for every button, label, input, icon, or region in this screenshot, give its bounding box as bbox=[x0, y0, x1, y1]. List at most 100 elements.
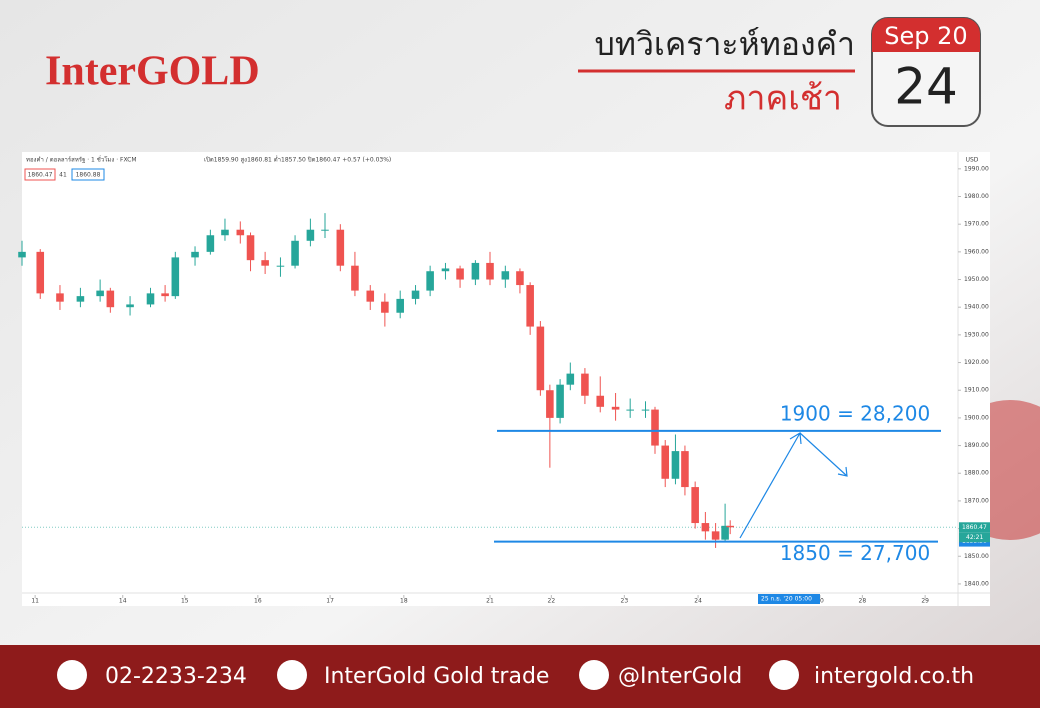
bid-box bbox=[24, 168, 56, 181]
y-tick-label: 1920.00 bbox=[964, 359, 989, 366]
price-label-box bbox=[959, 522, 990, 533]
level-annotation: 1850 = 27,700 bbox=[780, 541, 930, 565]
candle-body bbox=[246, 235, 255, 261]
candle-body bbox=[336, 229, 345, 266]
footer-bar bbox=[0, 645, 1040, 708]
calendar-top bbox=[872, 18, 980, 52]
x-tick-label: 22 bbox=[548, 598, 556, 605]
candle-body bbox=[261, 260, 269, 266]
level-annotation: 1900 = 28,200 bbox=[780, 401, 930, 425]
candle-body bbox=[456, 268, 464, 280]
candle-body bbox=[681, 451, 689, 488]
candle-body bbox=[146, 293, 155, 305]
candle-body bbox=[626, 409, 634, 411]
x-tick-label: 29 bbox=[921, 598, 929, 605]
y-tick-label: 1910.00 bbox=[964, 387, 989, 394]
candle-body bbox=[426, 271, 434, 291]
candle-body bbox=[691, 487, 699, 524]
web-icon bbox=[769, 660, 799, 690]
y-tick-label: 1890.00 bbox=[964, 442, 989, 449]
candle-body bbox=[701, 523, 710, 532]
y-tick-label: 1990.00 bbox=[964, 165, 989, 172]
candle-body bbox=[536, 326, 545, 391]
candle-body bbox=[381, 301, 389, 313]
candle-body bbox=[396, 298, 404, 313]
candle-body bbox=[711, 531, 720, 540]
candle-body bbox=[221, 229, 229, 236]
phone-icon bbox=[57, 660, 87, 690]
x-tick-label: 16 bbox=[254, 598, 262, 605]
plot: 1840.001850.001860.001870.001880.001890.… bbox=[18, 165, 990, 605]
calendar-month: Sep 20 bbox=[884, 22, 967, 50]
candle-body bbox=[641, 409, 650, 411]
candle-body bbox=[291, 240, 299, 266]
forecast-arrow bbox=[739, 431, 848, 539]
candle-body bbox=[486, 262, 494, 280]
candle-body bbox=[546, 390, 554, 418]
spread: 41 bbox=[59, 172, 67, 179]
candle-body bbox=[351, 265, 359, 291]
candle-body bbox=[501, 271, 510, 280]
candle-body bbox=[106, 290, 115, 308]
candle-body bbox=[191, 251, 199, 258]
line-id: @InterGold bbox=[618, 664, 742, 689]
y-tick-label: 1880.00 bbox=[964, 470, 989, 477]
phone: 02-2233-234 bbox=[105, 664, 247, 689]
x-tick-label: 00 bbox=[816, 598, 824, 605]
x-tick-label: 21 bbox=[486, 598, 494, 605]
x-tick-label: 11 bbox=[31, 598, 39, 605]
brand: InterGOLD bbox=[45, 49, 260, 95]
candle-body bbox=[366, 290, 375, 302]
x-tick-label: 24 bbox=[694, 598, 702, 605]
y-tick-label: 1840.00 bbox=[964, 580, 989, 587]
ask: 1860.88 bbox=[76, 172, 101, 179]
y-tick-label: 1940.00 bbox=[964, 304, 989, 311]
candle-body bbox=[126, 304, 134, 308]
y-tick-label: 1980.00 bbox=[964, 193, 989, 200]
x-tick-label: 28 bbox=[859, 598, 867, 605]
candle-body bbox=[516, 271, 524, 286]
candle-body bbox=[321, 229, 329, 231]
ask-box bbox=[71, 168, 105, 181]
x-tick-label: 23 bbox=[621, 598, 629, 605]
countdown-box bbox=[959, 532, 990, 543]
x-tick-label: 17 bbox=[326, 598, 334, 605]
y-tick-label: 1970.00 bbox=[964, 221, 989, 228]
facebook-icon bbox=[277, 660, 307, 690]
candle-body bbox=[526, 285, 534, 327]
title: บทวิเคราะห์ทองคำ bbox=[595, 25, 855, 63]
y-tick-label: 1950.00 bbox=[964, 276, 989, 283]
y-tick-label: 1850.00 bbox=[964, 553, 989, 560]
bid: 1860.47 bbox=[28, 172, 53, 179]
ohlc: เปิด1859.90 สูง1860.81 ต่ำ1857.50 ปิด186… bbox=[204, 156, 391, 164]
candle-body bbox=[161, 293, 169, 297]
candle-body bbox=[566, 373, 575, 385]
currency: USD bbox=[966, 157, 979, 164]
candle-body bbox=[671, 451, 680, 479]
x-tick-label: 18 bbox=[400, 598, 408, 605]
candle-body bbox=[596, 395, 605, 407]
candle-body bbox=[18, 251, 26, 258]
candle-body bbox=[56, 293, 64, 302]
candle-body bbox=[96, 290, 104, 297]
facebook: InterGold Gold trade bbox=[324, 664, 549, 689]
symbol: ทองคำ / ดอลลาร์สหรัฐ · 1 ชั่วโมง · FXCM bbox=[26, 156, 137, 164]
candle-body bbox=[276, 265, 285, 267]
candle-body bbox=[721, 525, 729, 540]
candle-body bbox=[441, 268, 450, 272]
candle-body bbox=[236, 229, 245, 236]
time-label-box bbox=[758, 594, 820, 604]
candle-body bbox=[581, 373, 589, 396]
line-icon bbox=[579, 660, 609, 690]
subtitle: ภาคเช้า bbox=[724, 79, 842, 119]
candle-body bbox=[471, 262, 480, 280]
website: intergold.co.th bbox=[814, 664, 974, 689]
y-tick-label: 1930.00 bbox=[964, 331, 989, 338]
chart-panel bbox=[22, 152, 990, 606]
x-tick-label: 15 bbox=[181, 598, 189, 605]
price-label: 1860.47 bbox=[962, 524, 987, 531]
x-tick-label: 14 bbox=[119, 598, 127, 605]
candle-body bbox=[556, 384, 564, 418]
